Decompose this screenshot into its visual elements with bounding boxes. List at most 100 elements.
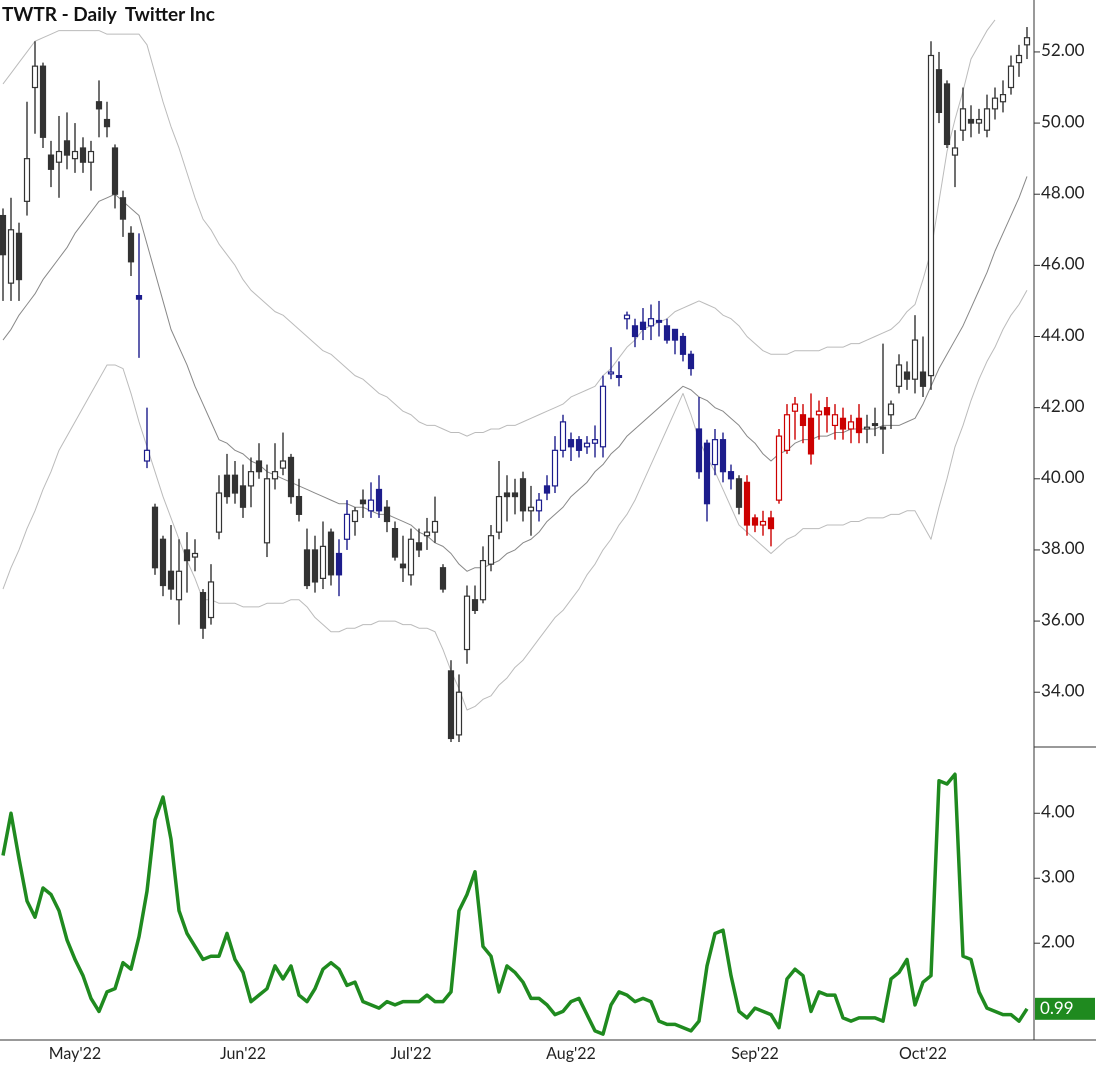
- candle-body: [943, 83, 951, 146]
- candle-body: [623, 314, 631, 320]
- candle-body: [671, 328, 679, 341]
- candle-body: [271, 471, 279, 480]
- candle-body: [503, 492, 511, 498]
- candle-body: [735, 478, 743, 508]
- candle-body: [607, 371, 615, 375]
- candle-body: [535, 499, 543, 512]
- candle-body: [335, 552, 343, 576]
- y-tick-label: 3.00: [1041, 866, 1075, 887]
- candle-body: [967, 118, 975, 124]
- candle-body: [415, 542, 423, 551]
- candle-body: [311, 549, 319, 583]
- candle-body: [359, 499, 367, 505]
- candle-body: [871, 423, 879, 427]
- candle-body: [399, 563, 407, 569]
- candle-body: [903, 371, 911, 380]
- candle-body: [799, 414, 807, 427]
- last-value-box: [1035, 997, 1095, 1020]
- candle-body: [255, 460, 263, 473]
- candle-body: [375, 488, 383, 512]
- candle-body: [959, 108, 967, 131]
- candle-body: [423, 531, 431, 537]
- candle-body: [911, 339, 919, 380]
- candle-body: [839, 417, 847, 430]
- candle-body: [615, 375, 623, 379]
- candle-body: [783, 414, 791, 451]
- candle-body: [951, 147, 959, 156]
- candle-body: [471, 599, 479, 612]
- y-tick-label: 42.00: [1041, 395, 1085, 416]
- candle-body: [391, 527, 399, 558]
- x-tick-label: Jul'22: [390, 1044, 431, 1063]
- candle-body: [367, 499, 375, 512]
- candle-body: [751, 517, 759, 526]
- candle-body: [495, 495, 503, 533]
- indicator-panel: [1, 772, 1029, 1036]
- candle-body: [791, 403, 799, 412]
- y-tick-label: 36.00: [1041, 608, 1085, 629]
- candle-body: [55, 150, 63, 163]
- y-tick-label: 40.00: [1041, 466, 1085, 487]
- candle-body: [527, 506, 535, 512]
- candle-body: [87, 150, 95, 163]
- candle-body: [639, 321, 647, 330]
- candle-body: [927, 54, 935, 377]
- candle-body: [407, 538, 415, 576]
- candle-body: [999, 94, 1007, 103]
- candle-body: [599, 385, 607, 448]
- candle-body: [199, 592, 207, 629]
- candle-body: [447, 670, 455, 740]
- candle-body: [1007, 65, 1015, 89]
- candle-body: [431, 520, 439, 533]
- candle-body: [135, 294, 143, 300]
- candle-body: [695, 428, 703, 473]
- y-tick-label: 2.00: [1041, 931, 1075, 952]
- candle-body: [767, 517, 775, 530]
- candle-body: [479, 560, 487, 601]
- candle-body: [71, 150, 79, 160]
- candle-body: [463, 595, 471, 651]
- y-tick-label: 38.00: [1041, 537, 1085, 558]
- y-tick-label: 48.00: [1041, 182, 1085, 203]
- candle-body: [743, 481, 751, 526]
- candle-body: [183, 549, 191, 562]
- candle-body: [591, 439, 599, 444]
- candle-body: [231, 474, 239, 494]
- axes: 34.00 36.00 38.00 40.00 42.00 44.00 46.00 48.00…: [49, 39, 1095, 1063]
- candle-body: [287, 456, 295, 498]
- candle-body: [855, 417, 863, 434]
- candle-body: [511, 492, 519, 498]
- x-tick-label: Aug'22: [546, 1044, 596, 1063]
- candle-body: [127, 232, 135, 263]
- candle-body: [719, 439, 727, 473]
- candle-body: [79, 147, 87, 163]
- candle-body: [159, 538, 167, 587]
- candle-body: [119, 197, 127, 220]
- candle-body: [47, 154, 55, 170]
- candle-body: [551, 449, 559, 487]
- candle-body: [847, 421, 855, 430]
- y-tick-label: 34.00: [1041, 680, 1085, 701]
- candle-body: [95, 101, 103, 110]
- candle-body: [239, 485, 247, 508]
- candle-body: [631, 325, 639, 338]
- candle-body: [319, 545, 327, 579]
- candle-body: [383, 506, 391, 523]
- candle-body: [991, 97, 999, 110]
- y-tick-label: 4.00: [1041, 801, 1075, 822]
- candle-body: [175, 570, 183, 601]
- y-tick-label: 46.00: [1041, 253, 1085, 274]
- candle-body: [679, 335, 687, 355]
- candle-body: [23, 158, 31, 202]
- candle-body: [7, 229, 15, 284]
- candle-body: [151, 506, 159, 569]
- candle-body: [711, 439, 719, 466]
- candle-body: [687, 353, 695, 370]
- x-tick-label: Jun'22: [220, 1044, 266, 1063]
- candle-body: [39, 65, 47, 138]
- candle-body: [167, 570, 175, 590]
- candle-body: [647, 318, 655, 327]
